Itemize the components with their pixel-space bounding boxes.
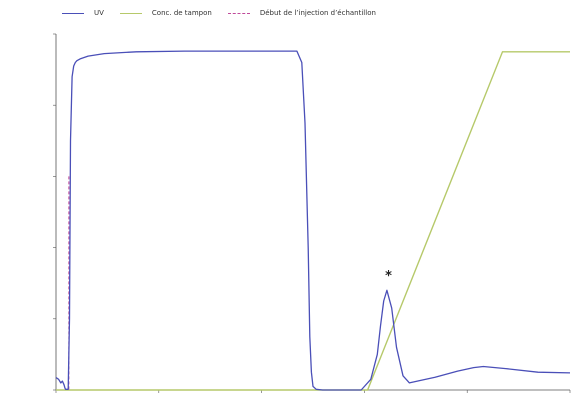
legend-swatch-uv [62, 12, 84, 14]
legend: UV Conc. de tampon Début de l’injection … [62, 9, 392, 17]
legend-swatch-buffer [119, 12, 142, 14]
legend-label-uv: UV [94, 9, 104, 17]
legend-label-buffer: Conc. de tampon [151, 9, 212, 17]
legend-item-uv: UV [62, 9, 104, 17]
legend-swatch-injection [227, 12, 250, 14]
series-line-buffer [56, 51, 570, 391]
legend-label-injection: Début de l’injection d’échantillon [259, 9, 376, 17]
peak-marker: * [385, 269, 392, 284]
legend-item-buffer: Conc. de tampon [119, 9, 212, 17]
legend-item-injection: Début de l’injection d’échantillon [227, 9, 376, 17]
series-line-uv [55, 50, 571, 391]
